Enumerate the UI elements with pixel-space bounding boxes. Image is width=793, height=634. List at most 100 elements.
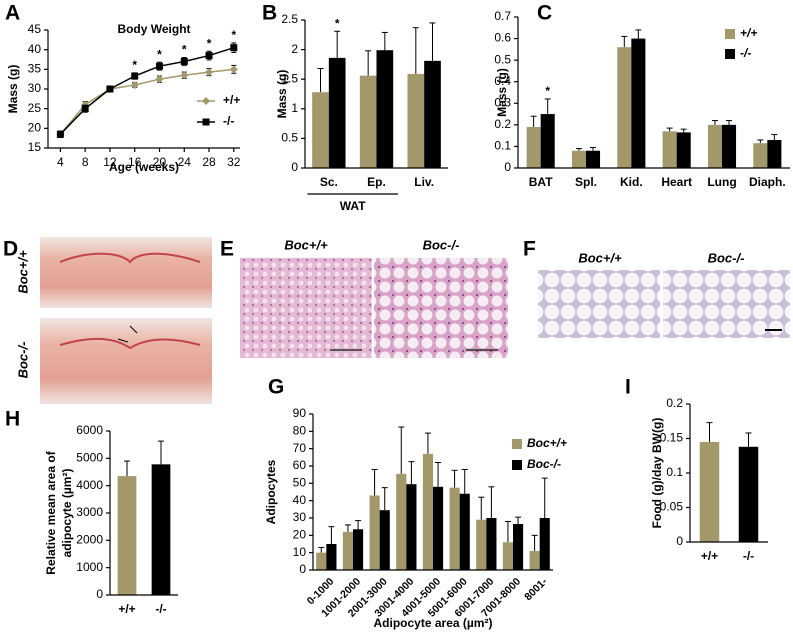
x-tick-label: Diaph. bbox=[749, 175, 786, 189]
bar bbox=[117, 476, 137, 595]
marker bbox=[205, 52, 213, 60]
x-axis-label: Age (weeks) bbox=[109, 160, 179, 174]
marker bbox=[131, 72, 139, 80]
bar bbox=[631, 38, 646, 169]
x-tick-label: +/+ bbox=[118, 602, 135, 616]
photo-panel: Boc+/+ Boc-/- bbox=[240, 237, 508, 358]
series-line bbox=[59, 68, 234, 135]
marker bbox=[180, 57, 188, 65]
bar bbox=[586, 150, 601, 168]
x-tick-label: BAT bbox=[529, 175, 553, 189]
bar bbox=[433, 486, 444, 570]
y-tick-label: 1 bbox=[291, 101, 298, 115]
y-tick-label: 45 bbox=[28, 22, 42, 36]
photo-label: Boc-/- bbox=[423, 237, 460, 252]
annotation: * bbox=[231, 28, 236, 42]
y-tick-label: 40 bbox=[28, 42, 42, 56]
x-tick-label: 24 bbox=[178, 155, 192, 169]
bar bbox=[369, 495, 380, 570]
legend-swatch bbox=[512, 460, 522, 470]
panel-letter: H bbox=[5, 408, 20, 431]
group-label: WAT bbox=[340, 199, 366, 213]
marker bbox=[81, 105, 89, 113]
y-tick-label: 0 bbox=[299, 562, 306, 576]
y-tick-label: 80 bbox=[293, 424, 307, 438]
y-tick-label: 2000 bbox=[76, 533, 103, 547]
vessel bbox=[59, 337, 201, 350]
marker bbox=[155, 75, 164, 84]
bar bbox=[529, 550, 540, 570]
y-tick-label: 2 bbox=[291, 42, 298, 56]
y-axis-label: Adipocytes bbox=[264, 459, 278, 524]
marker bbox=[56, 130, 64, 138]
y-tick-label: 15 bbox=[28, 140, 42, 154]
y-tick-label: 40 bbox=[293, 493, 307, 507]
y-tick-label: 0.2 bbox=[494, 117, 511, 131]
y-tick-label: 35 bbox=[28, 62, 42, 76]
bar bbox=[396, 473, 407, 570]
micrograph bbox=[240, 258, 372, 358]
y-tick-label: 50 bbox=[293, 476, 307, 490]
annotation: * bbox=[545, 84, 550, 98]
bar bbox=[486, 518, 497, 570]
annotation: * bbox=[132, 58, 137, 72]
x-tick-label: 16 bbox=[128, 155, 142, 169]
legend-marker bbox=[202, 118, 210, 126]
y-tick-label: 3000 bbox=[76, 505, 103, 519]
x-tick-label: Ep. bbox=[367, 175, 386, 189]
x-tick-label: Liv. bbox=[414, 175, 434, 189]
y-tick-label: 30 bbox=[28, 81, 42, 95]
panel-letter: B bbox=[262, 2, 277, 25]
bar bbox=[571, 150, 586, 168]
y-tick-label: 0.05 bbox=[660, 500, 684, 514]
marker bbox=[130, 81, 139, 90]
annotation: * bbox=[335, 16, 340, 30]
arrow bbox=[129, 325, 138, 334]
photo-label: Boc-/- bbox=[15, 342, 30, 379]
annotation: * bbox=[157, 47, 162, 61]
x-tick-label: 8001- bbox=[522, 575, 550, 603]
bar bbox=[353, 529, 364, 570]
panel-letter: I bbox=[625, 376, 631, 399]
photo-label: Boc+/+ bbox=[284, 237, 328, 252]
legend-label: +/+ bbox=[223, 93, 240, 107]
photo bbox=[40, 318, 212, 404]
annotation: * bbox=[207, 36, 212, 50]
bar bbox=[767, 139, 782, 168]
x-tick-label: -/- bbox=[155, 602, 166, 616]
bar bbox=[738, 446, 759, 542]
photo bbox=[40, 237, 212, 308]
bar bbox=[699, 441, 720, 542]
y-tick-label: 0 bbox=[676, 534, 683, 548]
bar bbox=[676, 132, 691, 168]
y-tick-label: 10 bbox=[293, 545, 307, 559]
x-tick-label: 12 bbox=[103, 155, 117, 169]
y-axis-label: Relative mean area of bbox=[44, 450, 58, 574]
micrograph bbox=[374, 258, 508, 358]
y-tick-label: 0 bbox=[96, 587, 103, 601]
marker bbox=[205, 68, 214, 77]
legend-marker bbox=[202, 97, 210, 105]
bar bbox=[422, 453, 433, 570]
y-tick-label: 0.1 bbox=[494, 139, 511, 153]
legend-swatch bbox=[725, 29, 735, 39]
bar bbox=[312, 92, 329, 168]
bar bbox=[376, 50, 394, 168]
marker bbox=[229, 65, 238, 74]
bar bbox=[342, 531, 353, 570]
bar bbox=[407, 73, 425, 168]
y-tick-label: 0.4 bbox=[494, 74, 511, 88]
bar bbox=[540, 114, 555, 168]
marker bbox=[230, 44, 238, 52]
bar bbox=[459, 493, 470, 570]
panel-letter: A bbox=[5, 2, 20, 25]
bar bbox=[707, 124, 722, 168]
x-tick-label: 28 bbox=[202, 155, 216, 169]
y-tick-label: 0 bbox=[504, 160, 511, 174]
y-tick-label: 0.6 bbox=[494, 31, 511, 45]
bar bbox=[476, 519, 487, 570]
bar bbox=[539, 518, 550, 570]
arrow bbox=[117, 338, 129, 343]
y-tick-label: 20 bbox=[293, 528, 307, 542]
